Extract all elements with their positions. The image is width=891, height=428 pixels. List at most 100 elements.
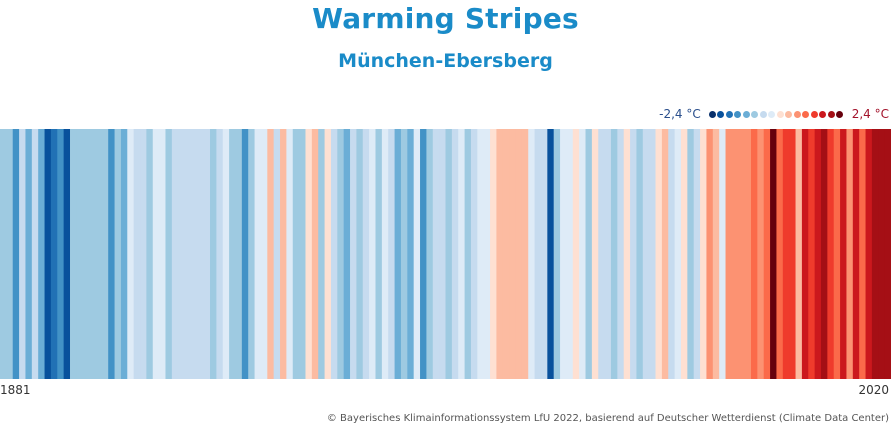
stripe-1945: [407, 129, 415, 379]
legend-max-label: 2,4 °C: [851, 107, 889, 121]
legend-dot-8: [776, 110, 784, 118]
stripe-1921: [254, 129, 262, 379]
stripe-1908: [171, 129, 179, 379]
stripe-1904: [146, 129, 154, 379]
stripe-1911: [190, 129, 198, 379]
stripe-1929: [305, 129, 313, 379]
legend-dot-13: [819, 110, 827, 118]
stripe-1890: [57, 129, 65, 379]
stripe-1926: [286, 129, 294, 379]
stripe-2000: [757, 129, 765, 379]
stripe-1951: [445, 129, 453, 379]
stripe-1989: [687, 129, 695, 379]
stripe-1956: [477, 129, 485, 379]
stripe-1925: [280, 129, 287, 379]
stripe-1993: [712, 129, 720, 379]
stripe-2001: [763, 129, 771, 379]
stripe-1962: [515, 129, 523, 379]
stripe-1949: [432, 129, 440, 379]
stripe-1939: [369, 129, 377, 379]
stripe-1913: [203, 129, 211, 379]
stripe-1897: [101, 129, 109, 379]
stripe-1914: [210, 129, 217, 379]
stripe-1991: [700, 129, 708, 379]
stripe-2006: [795, 129, 803, 379]
stripe-2014: [846, 129, 854, 379]
stripe-1902: [133, 129, 141, 379]
stripe-1958: [490, 129, 498, 379]
stripe-1975: [598, 129, 606, 379]
stripe-1927: [292, 129, 300, 379]
stripe-1903: [140, 129, 147, 379]
stripe-1922: [260, 129, 268, 379]
source-credit: © Bayerisches Klimainformationssystem Lf…: [326, 413, 889, 424]
legend-dot-15: [836, 110, 844, 118]
stripe-2016: [859, 129, 867, 379]
stripe-2003: [776, 129, 784, 379]
stripe-1976: [604, 129, 612, 379]
stripe-1971: [572, 129, 580, 379]
stripe-1930: [311, 129, 319, 379]
stripe-1999: [750, 129, 758, 379]
legend-dot-10: [793, 110, 801, 118]
legend-dot-2: [725, 110, 733, 118]
stripe-1900: [120, 129, 128, 379]
stripe-1988: [680, 129, 688, 379]
stripe-1970: [566, 129, 574, 379]
stripe-1896: [95, 129, 103, 379]
legend-dot-3: [734, 110, 742, 118]
stripe-1898: [108, 129, 116, 379]
stripe-1892: [70, 129, 77, 379]
stripe-1983: [649, 129, 657, 379]
stripe-1923: [267, 129, 275, 379]
stripe-1954: [464, 129, 472, 379]
stripe-1974: [591, 129, 599, 379]
stripe-1978: [617, 129, 625, 379]
stripe-1955: [470, 129, 478, 379]
chart-title: Warming Stripes: [312, 2, 579, 35]
stripe-1986: [668, 129, 676, 379]
stripe-1936: [350, 129, 357, 379]
stripe-2012: [833, 129, 841, 379]
stripe-1924: [273, 129, 281, 379]
stripe-2011: [827, 129, 835, 379]
stripe-2009: [814, 129, 822, 379]
stripe-1928: [299, 129, 307, 379]
stripe-1995: [725, 129, 733, 379]
stripe-1947: [420, 129, 428, 379]
stripe-1881: [0, 129, 7, 379]
stripe-1963: [521, 129, 529, 379]
legend-dot-1: [717, 110, 725, 118]
stripe-1901: [127, 129, 135, 379]
stripe-1889: [50, 129, 58, 379]
stripe-1882: [6, 129, 14, 379]
legend-dot-6: [759, 110, 767, 118]
stripe-1998: [744, 129, 752, 379]
stripe-1959: [496, 129, 504, 379]
stripe-1910: [184, 129, 192, 379]
stripe-2019: [878, 129, 886, 379]
stripe-2018: [871, 129, 879, 379]
stripe-1934: [337, 129, 345, 379]
stripe-1997: [738, 129, 746, 379]
stripe-1985: [661, 129, 669, 379]
stripe-1886: [31, 129, 39, 379]
stripe-1996: [731, 129, 739, 379]
stripe-1987: [674, 129, 682, 379]
stripe-1972: [579, 129, 587, 379]
legend-dot-5: [751, 110, 759, 118]
stripe-1994: [719, 129, 727, 379]
stripe-1935: [343, 129, 351, 379]
stripe-1944: [400, 129, 408, 379]
stripe-1982: [642, 129, 650, 379]
stripe-1931: [318, 129, 326, 379]
stripe-1979: [623, 129, 631, 379]
legend-dot-4: [742, 110, 750, 118]
stripe-1909: [178, 129, 186, 379]
stripe-1952: [451, 129, 459, 379]
stripe-2013: [840, 129, 848, 379]
legend-dot-12: [810, 110, 818, 118]
stripe-1946: [413, 129, 421, 379]
stripe-1884: [19, 129, 27, 379]
stripe-1973: [585, 129, 593, 379]
